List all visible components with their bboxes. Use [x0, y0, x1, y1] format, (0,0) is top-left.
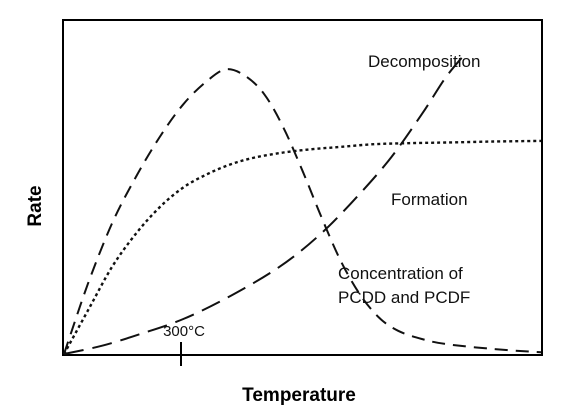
y-axis-title: Rate	[25, 185, 46, 226]
annotation-decomposition: Decomposition	[368, 52, 480, 71]
series-layer	[62, 53, 542, 355]
series-line-3	[63, 68, 542, 355]
series-line-2	[62, 139, 542, 355]
annotation-formation: Formation	[391, 190, 468, 209]
annotation-concentration-line1: Concentration of	[338, 264, 463, 283]
x-axis-title: Temperature	[242, 385, 356, 406]
plot-frame	[62, 19, 543, 356]
annotation-concentration-line2: PCDD and PCDF	[338, 288, 470, 307]
series-line-1	[63, 53, 466, 355]
x-tick-label: 300°C	[163, 323, 205, 340]
